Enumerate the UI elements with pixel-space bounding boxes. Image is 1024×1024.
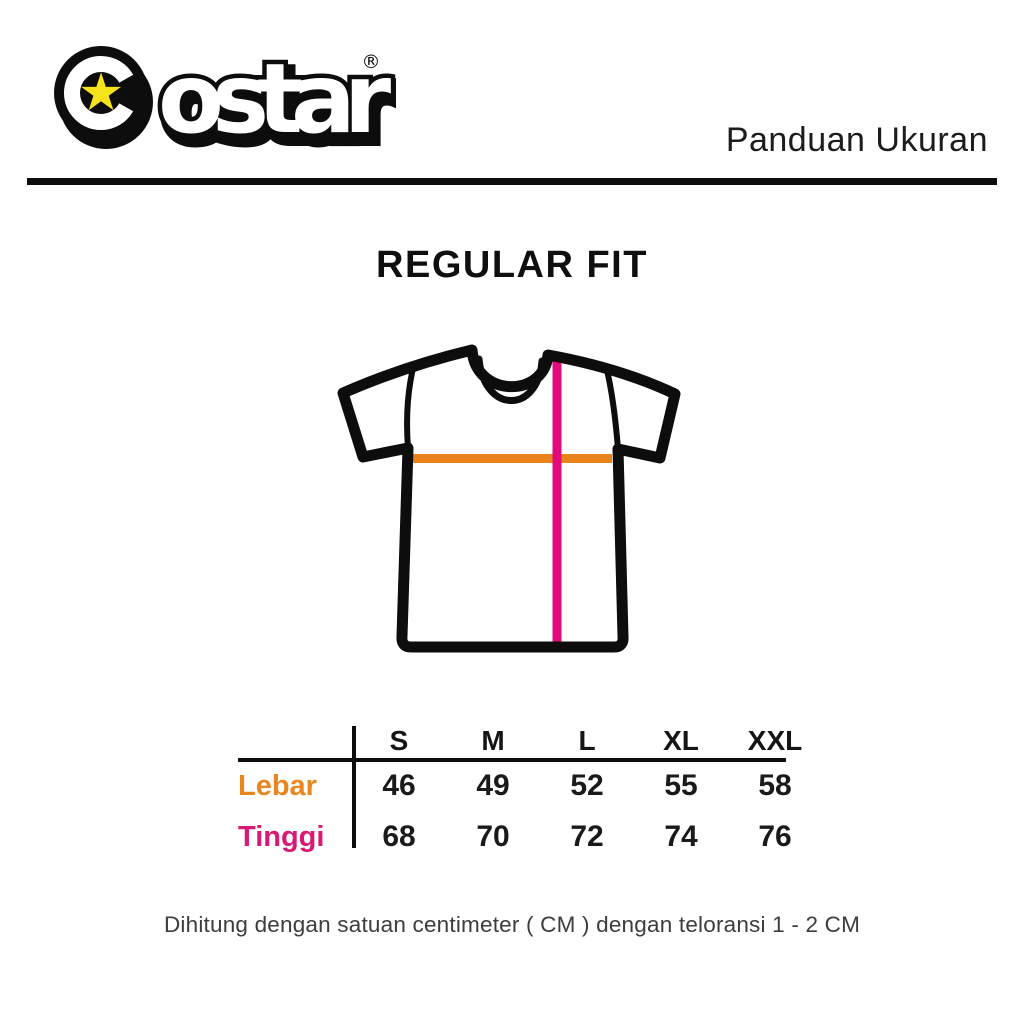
table-vertical-rule [352,726,356,848]
size-table: S M L XL XXL Lebar 46 49 52 55 58 Tinggi… [238,722,822,862]
logo-letters: ostar [158,43,392,154]
table-cell: 58 [758,769,792,802]
table-cell: 55 [664,769,698,802]
table-cell: 70 [476,820,510,853]
size-column-header-s: S [389,725,409,756]
tshirt-body [343,350,675,647]
table-cell: 74 [664,820,698,853]
size-column-header-xl: XL [663,725,699,756]
svg-text:ostar: ostar [163,50,396,154]
size-column-header-xxl: XXL [747,725,803,756]
costar-logo: ostar ★ ostar ® [54,39,396,154]
table-cell: 49 [476,769,510,802]
table-cell: 46 [382,769,416,802]
table-header-rule [238,758,786,762]
fit-heading: REGULAR FIT [376,244,648,286]
collar-inner-arc [475,355,546,404]
table-cell: 72 [570,820,604,853]
table-cell: 68 [382,820,416,853]
row-label-lebar: Lebar [238,769,317,802]
page-title: Panduan Ukuran [725,121,988,159]
logo-c-mark: ★ [54,46,148,140]
table-cell: 52 [570,769,604,802]
header-divider [27,178,997,185]
tshirt-diagram [337,344,681,653]
table-corner-cell [238,722,352,760]
table-cell: 76 [758,820,792,853]
size-column-header-m: M [481,725,505,756]
footer-note: Dihitung dengan satuan centimeter ( CM )… [163,912,861,937]
size-column-header-l: L [578,725,596,756]
row-label-tinggi: Tinggi [238,820,325,853]
star-icon: ★ [78,63,125,123]
registered-icon: ® [362,51,381,73]
